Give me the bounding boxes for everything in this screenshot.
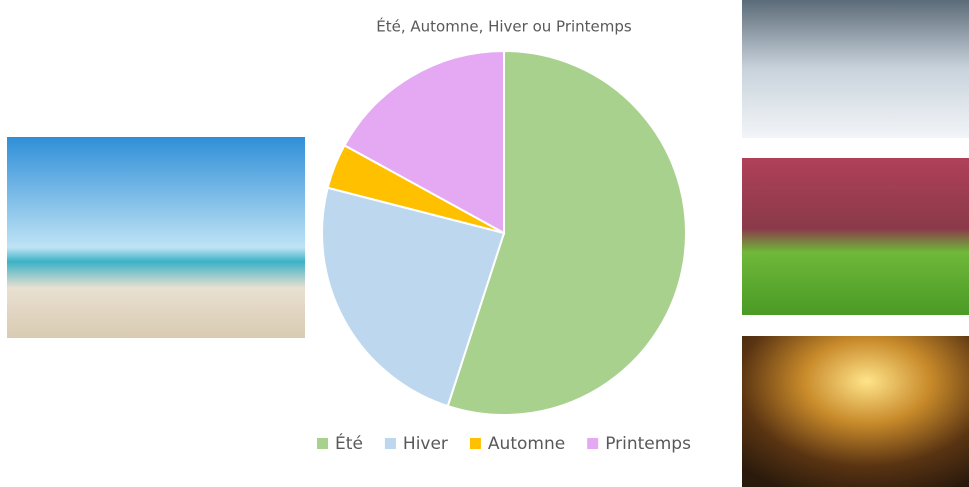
spring-photo [742, 158, 969, 315]
winter-photo [742, 0, 969, 138]
legend-swatch [317, 438, 328, 449]
beach-photo [7, 137, 305, 338]
autumn-photo [742, 336, 969, 487]
legend-swatch [385, 438, 396, 449]
legend-label: Automne [488, 434, 565, 454]
legend-swatch [470, 438, 481, 449]
legend-label: Été [335, 432, 363, 454]
chart-title: Été, Automne, Hiver ou Printemps [376, 17, 632, 36]
legend-swatch [587, 438, 598, 449]
page: Été, Automne, Hiver ou Printemps Été Hive… [0, 0, 969, 487]
legend-label: Hiver [403, 434, 448, 454]
pie [322, 51, 686, 415]
legend: Été Hiver Automne Printemps [317, 432, 691, 454]
legend-label: Printemps [605, 434, 691, 454]
